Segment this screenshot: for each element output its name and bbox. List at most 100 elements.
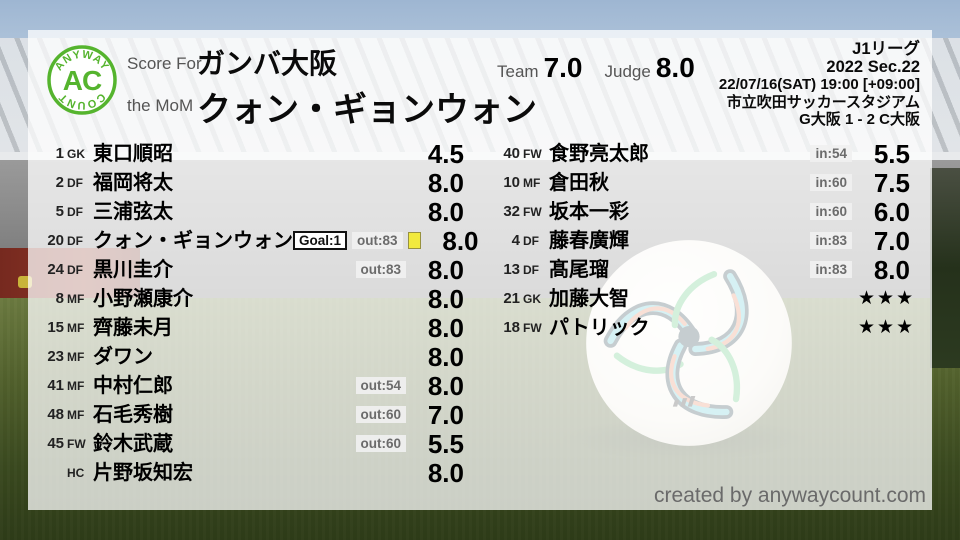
player-rating: 8.0 bbox=[442, 225, 479, 256]
player-badges: out:83 bbox=[355, 261, 406, 278]
player-name: 中村仁郎 bbox=[93, 374, 173, 397]
player-row: HC 片野坂知宏 8.0 bbox=[30, 458, 464, 487]
player-row: 15 MF 齊藤未月 8.0 bbox=[30, 313, 464, 342]
subs-rating-list: 40 FW 食野亮太郎 in:54 5.5 10 MF 倉田秋 in:60 7.… bbox=[460, 139, 916, 342]
player-name: 坂本一彩 bbox=[549, 200, 629, 223]
player-number: 48 bbox=[47, 406, 64, 423]
player-rating: 8.0 bbox=[427, 312, 464, 343]
player-number: 15 bbox=[47, 319, 64, 336]
player-position: FW bbox=[523, 204, 542, 219]
player-position: GK bbox=[67, 146, 85, 161]
player-position: MF bbox=[67, 407, 85, 422]
player-name: 加藤大智 bbox=[549, 287, 629, 310]
mom-name: クォン・ギョンウォン bbox=[197, 91, 537, 129]
goal-badge: Goal:1 bbox=[293, 231, 348, 250]
player-rating: 8.0 bbox=[427, 196, 464, 227]
player-row: 18 FW パトリック ★★★ bbox=[460, 313, 916, 342]
player-rating: 5.5 bbox=[427, 428, 464, 459]
player-rating: 8.0 bbox=[427, 167, 464, 198]
player-position: MF bbox=[523, 175, 541, 190]
player-number: 21 bbox=[503, 290, 520, 307]
player-position: GK bbox=[523, 291, 541, 306]
player-position: MF bbox=[67, 291, 85, 306]
player-row: 24 DF 黒川圭介 out:83 8.0 bbox=[30, 255, 464, 284]
player-name: 福岡将太 bbox=[93, 171, 173, 194]
player-rating: ★★★ bbox=[858, 288, 916, 309]
team-name: ガンバ大阪 bbox=[197, 48, 338, 79]
player-position: HC bbox=[67, 465, 85, 480]
player-row: 20 DF クォン・ギョンウォン Goal:1 out:83 8.0 bbox=[30, 226, 478, 255]
kickoff-datetime: 22/07/16(SAT) 19:00 [+09:00] bbox=[718, 76, 920, 93]
player-name: 三浦弦太 bbox=[93, 200, 173, 223]
player-position: DF bbox=[67, 204, 83, 219]
team-score-value: 7.0 bbox=[543, 52, 583, 83]
player-rating: 4.5 bbox=[427, 138, 464, 169]
player-name: 藤春廣輝 bbox=[549, 229, 629, 252]
player-position: MF bbox=[67, 349, 85, 364]
player-rating: 8.0 bbox=[427, 283, 464, 314]
substitution-badge: out:83 bbox=[352, 232, 403, 249]
player-number: 32 bbox=[503, 203, 520, 220]
player-rating: 8.0 bbox=[873, 254, 910, 285]
substitution-badge: out:83 bbox=[355, 261, 406, 278]
player-badges: out:60 bbox=[355, 406, 406, 423]
player-row: 2 DF 福岡将太 8.0 bbox=[30, 168, 464, 197]
player-position: DF bbox=[523, 233, 539, 248]
player-badges: in:60 bbox=[810, 203, 852, 220]
player-number: 41 bbox=[47, 377, 64, 394]
player-row: 40 FW 食野亮太郎 in:54 5.5 bbox=[460, 139, 910, 168]
player-number: 10 bbox=[503, 174, 520, 191]
season-section: 2022 Sec.22 bbox=[826, 57, 920, 76]
player-position: FW bbox=[523, 146, 542, 161]
score-strip: Team 7.0 Judge 8.0 bbox=[497, 52, 695, 84]
player-position: FW bbox=[523, 320, 542, 335]
player-name: 倉田秋 bbox=[549, 171, 609, 194]
player-number: 5 bbox=[55, 203, 64, 220]
player-number: 24 bbox=[47, 261, 64, 278]
player-badges: in:83 bbox=[810, 261, 852, 278]
substitution-badge: in:54 bbox=[810, 145, 852, 162]
match-info: J1リーグ 2022 Sec.22 22/07/16(SAT) 19:00 [+… bbox=[718, 40, 920, 129]
svg-text:COUNT: COUNT bbox=[56, 90, 107, 111]
player-name: 片野坂知宏 bbox=[93, 461, 193, 484]
player-name: 齊藤未月 bbox=[93, 316, 173, 339]
starters-rating-list: 1 GK 東口順昭 4.5 2 DF 福岡将太 8.0 5 DF 三浦弦太 8.… bbox=[30, 139, 478, 487]
player-number: 45 bbox=[47, 435, 64, 452]
player-name: 黒川圭介 bbox=[93, 258, 173, 281]
player-row: 48 MF 石毛秀樹 out:60 7.0 bbox=[30, 400, 464, 429]
player-name: 食野亮太郎 bbox=[549, 142, 649, 165]
player-position: DF bbox=[67, 262, 83, 277]
player-row: 41 MF 中村仁郎 out:54 8.0 bbox=[30, 371, 464, 400]
player-number: 23 bbox=[47, 348, 64, 365]
player-number: 2 bbox=[55, 174, 64, 191]
player-row: 8 MF 小野瀬康介 8.0 bbox=[30, 284, 464, 313]
player-row: 1 GK 東口順昭 4.5 bbox=[30, 139, 464, 168]
team-score-label: Team bbox=[497, 62, 539, 81]
league-name: J1リーグ bbox=[852, 40, 920, 58]
player-rating: 7.5 bbox=[873, 167, 910, 198]
player-number: 4 bbox=[511, 232, 520, 249]
player-position: DF bbox=[523, 262, 539, 277]
player-number: 8 bbox=[55, 290, 64, 307]
player-rating: 8.0 bbox=[427, 370, 464, 401]
player-number: 20 bbox=[47, 232, 64, 249]
player-row: 45 FW 鈴木武蔵 out:60 5.5 bbox=[30, 429, 464, 458]
player-name: 石毛秀樹 bbox=[93, 403, 173, 426]
player-position: DF bbox=[67, 175, 83, 190]
player-rating: ★★★ bbox=[858, 317, 916, 338]
yellow-card-icon bbox=[407, 232, 421, 249]
player-name: ダワン bbox=[93, 345, 153, 368]
player-rating: 7.0 bbox=[427, 399, 464, 430]
venue: 市立吹田サッカースタジアム bbox=[726, 93, 920, 111]
player-row: 13 DF 髙尾瑠 in:83 8.0 bbox=[460, 255, 910, 284]
judge-score-label: Judge bbox=[604, 62, 651, 81]
player-name: パトリック bbox=[549, 316, 650, 339]
judge-score-value: 8.0 bbox=[655, 52, 695, 83]
player-position: MF bbox=[67, 378, 85, 393]
player-rating: 8.0 bbox=[427, 341, 464, 372]
substitution-badge: in:60 bbox=[810, 174, 852, 191]
final-score: G大阪 1 - 2 C大阪 bbox=[799, 111, 920, 128]
mom-label: the MoM bbox=[127, 96, 194, 115]
player-number: 40 bbox=[503, 145, 520, 162]
